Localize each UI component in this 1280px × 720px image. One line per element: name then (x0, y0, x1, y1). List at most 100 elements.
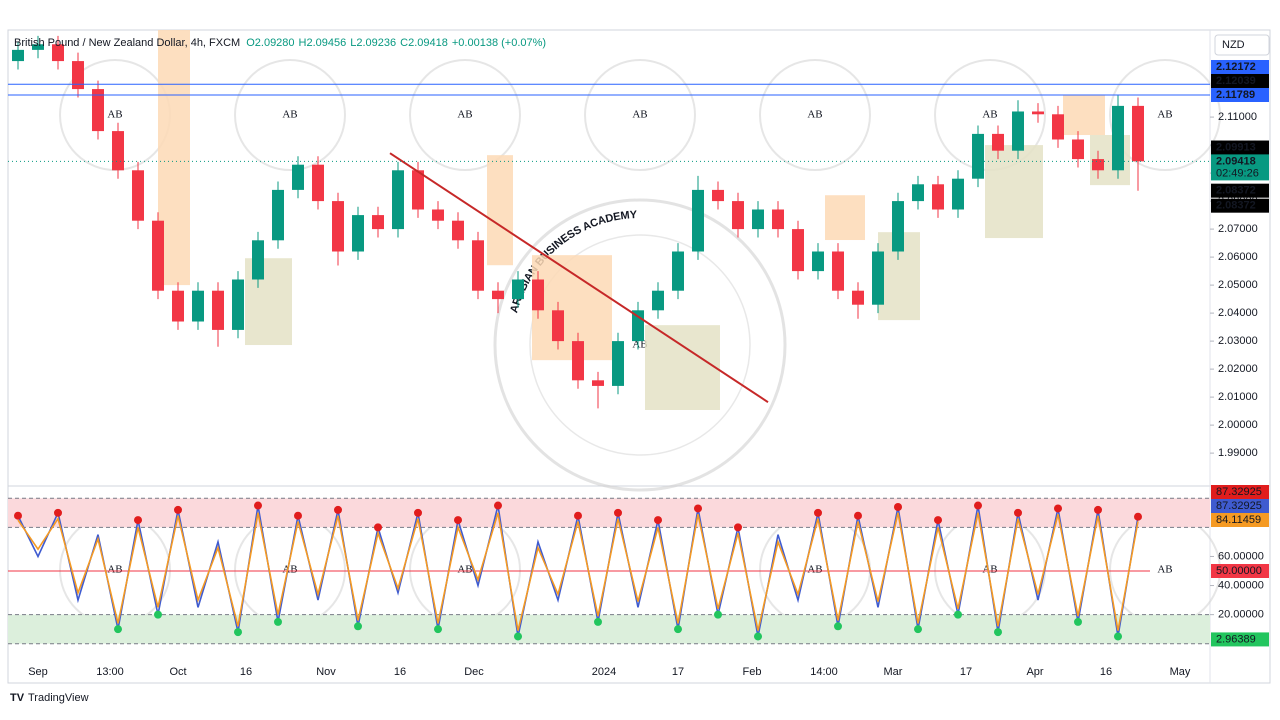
signal-dot (234, 628, 242, 637)
x-tick-label: Dec (464, 666, 484, 678)
y-tick-label: 2.01000 (1218, 391, 1258, 403)
watermark-logo: AB (807, 109, 822, 121)
countdown: 02:49:26 (1216, 167, 1259, 179)
candle-body (212, 290, 224, 330)
y-tick-label: 60.00000 (1218, 550, 1264, 562)
candle-body (112, 131, 124, 171)
signal-dot (294, 511, 302, 520)
candle-body (772, 209, 784, 230)
candle-body (432, 209, 444, 221)
watermark-ring (409, 59, 521, 171)
candle-body (872, 251, 884, 305)
y-tick-label: 40.00000 (1218, 579, 1264, 591)
y-tick-label: 2.02000 (1218, 363, 1258, 375)
candle-body (152, 220, 164, 291)
x-tick-label: 17 (672, 666, 684, 678)
watermark-logo: AB (1157, 109, 1172, 121)
signal-dot (614, 508, 622, 517)
candle-body (612, 341, 624, 386)
signal-dot (274, 617, 282, 626)
candle-body (532, 279, 544, 311)
level-label: 2.09913 (1216, 141, 1256, 153)
ohlc-change: +0.00138 (+0.07%) (452, 37, 546, 49)
value-box (1211, 632, 1269, 647)
x-tick-label: Sep (28, 666, 48, 678)
candle-body (172, 290, 184, 322)
signal-dot (1014, 508, 1022, 517)
candle-body (992, 133, 1004, 151)
candle-body (812, 251, 824, 272)
mid-label: 50.00000 (1216, 565, 1262, 577)
x-tick-label: Feb (743, 666, 762, 678)
signal-dot (934, 516, 942, 525)
candle-body (592, 380, 604, 386)
watermark-logo: AB (632, 109, 647, 121)
candle-body (712, 189, 724, 202)
signal-dot (1094, 505, 1102, 514)
x-tick-label: Mar (884, 666, 903, 678)
x-tick-label: 2024 (592, 666, 616, 678)
candle-body (132, 170, 144, 221)
signal-dot (154, 610, 162, 619)
symbol: British Pound / New Zealand Dollar, 4h, … (14, 37, 240, 49)
tv-logo: TV (10, 692, 25, 704)
currency-button[interactable] (1214, 34, 1270, 56)
signal-dot (454, 516, 462, 525)
value-box (1211, 513, 1269, 527)
candle-body (472, 240, 484, 291)
ohlc: O2.09280 (246, 37, 294, 49)
candle-body (492, 290, 504, 300)
x-tick-label: 13:00 (96, 666, 124, 678)
candle-body (192, 290, 204, 322)
x-tick-label: May (1170, 666, 1191, 678)
signal-dot (1074, 617, 1082, 626)
band (8, 498, 1210, 528)
candle-body (392, 170, 404, 230)
watermark-ring (759, 59, 871, 171)
candle-body (1072, 139, 1084, 160)
oscillator-line (17, 512, 1139, 631)
signal-dot (174, 505, 182, 514)
candle-body (652, 290, 664, 311)
signal-dot (494, 501, 502, 510)
watermark-logo: AB (1157, 564, 1172, 576)
signal-dot (654, 516, 662, 525)
candle-body (252, 240, 264, 280)
value-box (1211, 485, 1269, 499)
signal-dot (694, 504, 702, 513)
signal-dot (994, 628, 1002, 637)
candle-body (452, 220, 464, 241)
candle-body (232, 279, 244, 330)
watermark-logo: AB (982, 564, 997, 576)
level-label: 2.08372 (1216, 200, 1256, 212)
candle-body (72, 61, 84, 90)
value-label: 2.96389 (1216, 633, 1256, 645)
ohlc: H2.09456 (299, 37, 347, 49)
value-label: 87.32925 (1216, 486, 1262, 498)
watermark-logo: AB (107, 564, 122, 576)
candle-body (852, 290, 864, 305)
value-box (1211, 499, 1269, 513)
x-tick-label: 14:00 (810, 666, 838, 678)
zone (487, 155, 513, 266)
candle-body (312, 164, 324, 202)
x-tick-label: Nov (316, 666, 336, 678)
watermark-ring (234, 59, 346, 171)
level-label: 2.12172 (1216, 61, 1256, 73)
plot: 1.99000 2.00000 2.01000 2.02000 2.03000 2.040… (8, 30, 1269, 678)
y-tick-label: 2.03000 (1218, 335, 1258, 347)
legend: British Pound / New Zealand Dollar, 4h, … (14, 37, 546, 49)
currency[interactable]: NZD (1222, 39, 1245, 51)
level-box (1211, 183, 1269, 198)
watermark-logo: AB (282, 109, 297, 121)
watermarks: ABABABABABABABABABABABABABARABIAN BUSINE… (59, 59, 1221, 626)
signal-dot (14, 511, 22, 520)
mid-box (1211, 564, 1269, 578)
ohlc: C2.09418 (400, 37, 448, 49)
value-label: 87.32925 (1216, 500, 1262, 512)
zone (645, 325, 720, 410)
x-tick-label: Apr (1026, 666, 1043, 678)
watermark-ring (584, 59, 696, 171)
signal-dot (254, 501, 262, 510)
level-box (1211, 140, 1269, 155)
